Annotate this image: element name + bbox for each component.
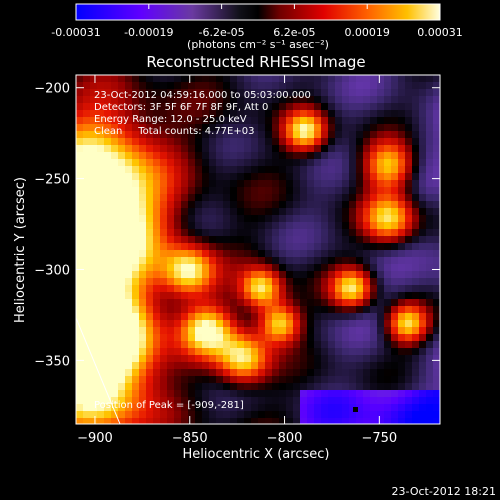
colorbar-tick-label: 0.00031	[417, 26, 463, 39]
x-tick-label: −900	[77, 431, 113, 446]
colorbar-tick-label: -0.00031	[51, 26, 100, 39]
x-tick-label: −850	[172, 431, 208, 446]
colorbar-tick-label: -0.00019	[124, 26, 173, 39]
plot-frame	[75, 74, 441, 425]
colorbar-unit-label: (photons cm⁻² s⁻¹ asec⁻²)	[187, 38, 329, 51]
colorbar-tick-label: -6.2e-05	[198, 26, 244, 39]
y-axis-label: Heliocentric Y (arcsec)	[13, 177, 28, 323]
solar-limb	[76, 317, 121, 424]
x-tick-label: −750	[361, 431, 397, 446]
x-axis-label: Heliocentric X (arcsec)	[183, 447, 330, 462]
annotation-line-1: 23-Oct-2012 04:59:16.000 to 05:03:00.000	[94, 90, 311, 101]
annotation-line-2: Detectors: 3F 5F 6F 7F 8F 9F, Att 0	[94, 102, 268, 113]
colorbar-gradient	[75, 3, 441, 21]
colorbar-tick-label: 0.00019	[344, 26, 390, 39]
x-tick-label: −800	[267, 431, 303, 446]
axis-ticks: −900 −850 −800 −750 −200 −250 −300 −350	[34, 75, 440, 446]
y-tick-label: −200	[34, 82, 70, 97]
colorbar-tick-label: 6.2e-05	[273, 26, 315, 39]
colorbar-ticks: -0.00031 -0.00019 -6.2e-05 6.2e-05 0.00019 0.…	[51, 4, 463, 39]
timestamp: 23-Oct-2012 18:21	[392, 485, 496, 498]
y-tick-label: −250	[34, 173, 70, 188]
annotation-line-4: Clean Total counts: 4.77E+03	[94, 126, 254, 137]
peak-position-label: Position of Peak = [-909,-281]	[94, 400, 244, 411]
y-tick-label: −350	[34, 354, 70, 369]
colorbar: -0.00031 -0.00019 -6.2e-05 6.2e-05 0.00019 0.…	[51, 3, 463, 51]
annotation-line-3: Energy Range: 12.0 - 25.0 keV	[94, 114, 247, 125]
heatmap-image	[76, 75, 440, 424]
y-tick-label: −300	[34, 263, 70, 278]
peak-marker	[353, 407, 358, 412]
chart-title: Reconstructed RHESSI Image	[146, 53, 365, 71]
